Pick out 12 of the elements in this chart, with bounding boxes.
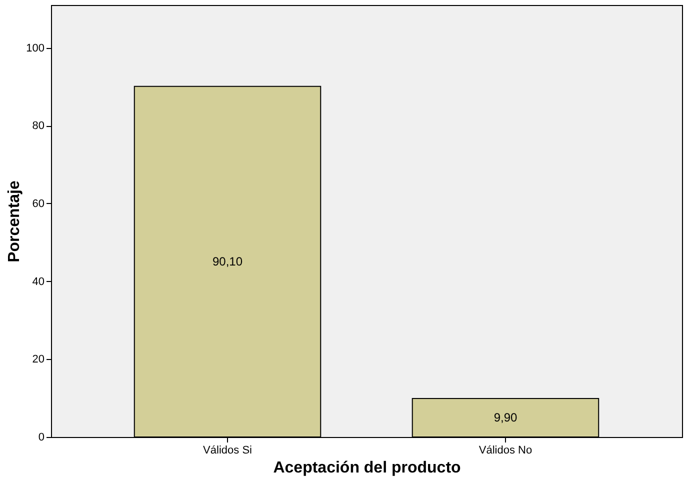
y-axis-title: Porcentaje xyxy=(6,180,24,262)
x-axis-title: Aceptación del producto xyxy=(273,460,462,476)
y-tick-label: 0 xyxy=(38,432,44,444)
x-tick-label: Válidos No xyxy=(478,444,532,456)
y-tick-label: 60 xyxy=(32,198,44,210)
x-tick-label: Válidos Si xyxy=(203,444,252,456)
y-tick-label: 40 xyxy=(32,276,44,288)
data-label: 90,10 xyxy=(212,254,243,269)
y-tick-label: 20 xyxy=(32,354,44,366)
y-tick-label: 100 xyxy=(26,42,44,54)
y-tick-label: 80 xyxy=(32,120,44,132)
data-label: 9,90 xyxy=(494,410,518,425)
